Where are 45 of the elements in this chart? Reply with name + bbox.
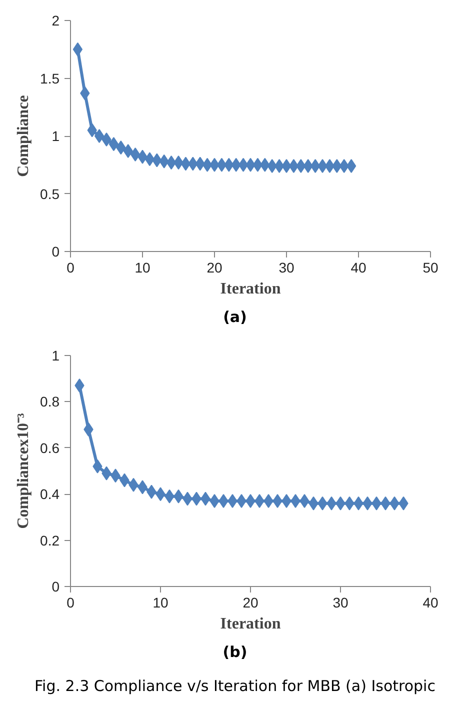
x-tick-label: 10 — [134, 260, 150, 276]
y-axis-title: Compliancex10⁻³ — [15, 413, 32, 530]
point — [346, 159, 356, 174]
point — [324, 159, 335, 174]
x-axis-title: Iteration — [220, 616, 281, 633]
y-tick-label: 0.8 — [40, 394, 60, 410]
x-tick-label: 30 — [332, 594, 348, 611]
y-tick-label: 0 — [52, 578, 60, 595]
x-tick-label: 20 — [242, 594, 258, 611]
text: (b) — [222, 642, 248, 664]
x-axis-title: Iteration — [220, 280, 281, 298]
x-tick-label: 40 — [422, 594, 438, 611]
x-tick-label: 50 — [422, 260, 438, 276]
point — [238, 158, 248, 172]
y-tick-label: 0.4 — [40, 486, 60, 503]
point — [274, 159, 284, 174]
y-tick-label: 0.2 — [40, 532, 60, 549]
point — [94, 129, 104, 143]
point — [108, 137, 119, 152]
x-tick-label: 0 — [66, 594, 75, 611]
x-tick-label: 20 — [206, 260, 222, 276]
y-tick-label: 0 — [52, 244, 60, 260]
point — [202, 158, 212, 172]
y-tick-label: 2 — [52, 12, 60, 28]
point — [216, 158, 227, 172]
point — [180, 156, 191, 171]
point — [310, 159, 320, 174]
y-tick-label: 1 — [52, 128, 60, 144]
point — [166, 156, 176, 170]
text: (a) — [223, 307, 247, 328]
point — [72, 42, 83, 56]
y-tick-label: 0.6 — [40, 440, 60, 456]
point — [130, 147, 140, 162]
point — [288, 159, 299, 174]
point — [144, 152, 155, 166]
y-tick-label: 0.5 — [40, 186, 60, 202]
x-tick-label: 30 — [278, 260, 294, 276]
y-tick-label: 1 — [52, 348, 60, 364]
x-tick-label: 0 — [66, 260, 75, 276]
y-tick-label: 1.5 — [40, 70, 60, 86]
caption: Fig. 2.3 Compliance v/s Iteration for MBB (a) Isotropic — [34, 676, 436, 697]
point — [252, 158, 263, 172]
x-tick-label: 10 — [152, 594, 168, 611]
y-axis-title: Compliance — [15, 95, 32, 177]
x-tick-label: 40 — [350, 260, 366, 276]
